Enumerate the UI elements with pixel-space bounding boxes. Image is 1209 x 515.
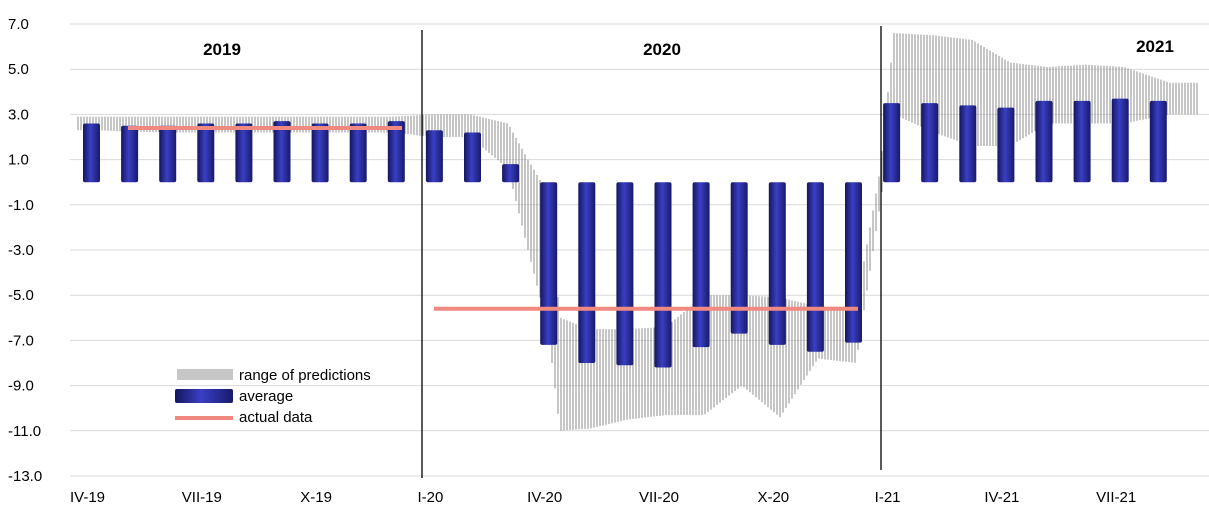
average-bar-VII-21	[1111, 98, 1129, 183]
average-bar-III-21	[959, 105, 977, 183]
average-bar-VII-20	[654, 182, 672, 368]
range-of-predictions-area	[77, 33, 1198, 431]
x-tick-label: IV-21	[984, 489, 1019, 506]
average-bar-IV-20	[540, 182, 558, 345]
average-bar-XI-19	[349, 123, 367, 183]
legend: range of predictions average actual data	[175, 367, 371, 426]
x-tick-label: VII-19	[182, 489, 222, 506]
legend-actual-swatch	[175, 416, 233, 420]
average-bar-VI-19	[159, 125, 177, 183]
average-bar-VIII-20	[692, 182, 710, 348]
legend-range-swatch	[177, 367, 233, 381]
actual-data-lines	[128, 125, 858, 311]
average-bar-VI-20	[616, 182, 634, 366]
average-bar-V-19	[121, 125, 139, 183]
y-tick-label: -11.0	[8, 423, 41, 440]
average-bar-I-20	[425, 130, 443, 183]
average-bar-II-20	[464, 132, 481, 183]
legend-average-label: average	[239, 388, 293, 405]
year-dividers	[421, 26, 882, 478]
y-tick-label: -9.0	[8, 378, 34, 395]
year-labels: 2019 2020 2021	[203, 37, 1174, 59]
average-bar-I-21	[883, 103, 901, 183]
average-bar-VI-21	[1073, 100, 1091, 183]
legend-average-swatch	[175, 389, 233, 403]
legend-range-label: range of predictions	[239, 367, 371, 384]
average-bar-IV-19	[83, 123, 100, 183]
y-tick-label: 1.0	[8, 152, 29, 169]
average-bar-II-21	[921, 103, 939, 183]
average-bar-IX-20	[730, 182, 748, 334]
year-label-2020: 2020	[643, 40, 681, 59]
y-tick-label: -13.0	[8, 468, 42, 485]
x-tick-label: X-20	[757, 489, 789, 506]
average-bar-IV-21	[997, 107, 1015, 183]
y-tick-label: -1.0	[8, 197, 34, 214]
y-tick-label: 3.0	[8, 106, 29, 123]
x-tick-label: I-21	[875, 489, 901, 506]
average-bar-XII-20	[845, 182, 862, 343]
x-tick-label: VII-21	[1096, 489, 1136, 506]
average-bars	[83, 98, 1167, 368]
average-bar-VIII-19	[235, 123, 253, 183]
average-bar-V-20	[578, 182, 596, 363]
average-bar-IX-19	[273, 121, 291, 183]
y-tick-label: -7.0	[8, 332, 34, 349]
x-tick-label: I-20	[417, 489, 443, 506]
average-bar-XII-19	[387, 121, 405, 183]
y-tick-label: 5.0	[8, 61, 29, 78]
year-label-2019: 2019	[203, 40, 241, 59]
average-bar-X-19	[311, 123, 329, 183]
x-tick-label: IV-20	[527, 489, 562, 506]
average-bar-VII-19	[197, 123, 215, 183]
x-tick-label: X-19	[300, 489, 332, 506]
x-tick-label: IV-19	[70, 489, 105, 506]
average-bar-X-20	[768, 182, 786, 345]
legend-actual-label: actual data	[239, 409, 313, 426]
y-tick-label: -3.0	[8, 242, 34, 259]
x-tick-label: VII-20	[639, 489, 679, 506]
average-bar-III-20	[502, 164, 520, 183]
year-label-2021: 2021	[1136, 37, 1174, 56]
y-tick-label: 7.0	[8, 16, 29, 33]
average-bar-XI-20	[806, 182, 824, 352]
average-bar-VIII-21	[1149, 100, 1167, 183]
average-bar-V-21	[1035, 100, 1053, 183]
axis-labels: 7.0 5.0 3.0 1.0 -1.0 -3.0 -5.0 -7.0 -9.0 -11.0 -13…	[8, 16, 1136, 506]
y-tick-label: -5.0	[8, 287, 34, 304]
